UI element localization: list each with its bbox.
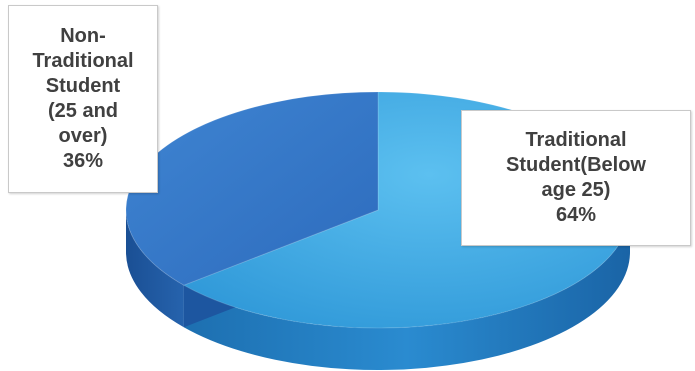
slice-label-line: Student (45, 75, 121, 97)
slice-label-line: Non- (60, 25, 106, 47)
slice-label-line: age 25) (541, 179, 611, 201)
slice-percent-label: 36% (62, 150, 104, 172)
slice-label-traditional: Traditional Student(Below age 25) 64% (461, 110, 691, 246)
pie-group (125, 91, 631, 371)
slice-label-line: Student(Below (506, 154, 646, 176)
slice-label-line: Traditional (525, 129, 627, 151)
slice-label-line: over) (58, 125, 108, 147)
slice-label-non-traditional: Non- Traditional Student (25 and over) 3… (8, 5, 158, 193)
slice-label-line: Traditional (32, 50, 134, 72)
slice-side-1 (126, 210, 184, 328)
slice-label-line: (25 and (47, 100, 119, 122)
slice-side-0 (183, 210, 630, 371)
slice-percent-label: 64% (555, 204, 597, 226)
